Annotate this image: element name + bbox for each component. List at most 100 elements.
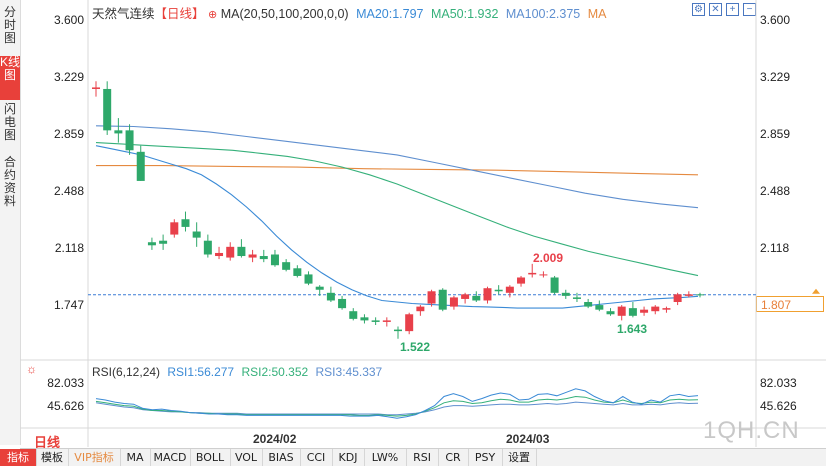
price-left-0: 3.600 [53,13,84,27]
candle-body [326,292,335,301]
date-label-feb: 2024/02 [253,432,297,446]
rsi2-value: RSI2:50.352 [241,365,309,379]
candle-body [640,309,649,313]
rsi-header: RSI(6,12,24) RSI1:56.277 RSI2:50.352 RSI… [92,365,382,379]
candle-body [684,294,693,296]
candle-body [315,286,324,290]
candle-body [449,297,458,307]
close-icon[interactable]: ✕ [709,3,722,16]
price-right-1: 3.229 [760,70,791,84]
candle-body [505,286,514,293]
low-annotation-1: 1.522 [400,340,431,354]
tab-macd[interactable]: MACD [150,449,191,466]
side-tab-bar: 分时图 K线图 闪电图 合约资料 [0,0,21,445]
candle-body [203,240,212,255]
candle-body [438,289,447,310]
rsi-left-mid: 45.626 [47,399,84,413]
candle-body [561,292,570,296]
rsi-label[interactable]: RSI(6,12,24) [92,365,161,379]
high-annotation: 2.009 [533,251,564,265]
candle-body [405,314,414,332]
candle-body [595,305,604,310]
candle-body [103,88,112,131]
tab-template[interactable]: 模板 [36,449,69,466]
low-annotation-2: 1.643 [617,322,648,336]
candle-body [528,272,537,275]
candle-body [360,317,369,321]
candle-body [394,329,402,332]
settings-icon[interactable]: ⚙ [692,3,705,16]
tab-ma[interactable]: MA [120,449,151,466]
rsi2-line [95,395,699,417]
instrument-name: 天然气连续 [92,7,155,21]
candle-body [472,295,481,301]
ma100-value: MA100:2.375 [505,7,581,21]
tab-boll[interactable]: BOLL [190,449,231,466]
rsi-left-top: 82.033 [47,376,84,390]
candle-body [338,298,347,309]
candle-body [125,130,134,151]
tab-rsi[interactable]: RSI [406,449,439,466]
candle-body [92,87,100,89]
price-arrow-icon [812,288,820,294]
candle-body [237,246,246,257]
ma50-value: MA50:1.932 [430,7,499,21]
price-right-4: 2.118 [760,241,790,255]
candle-body [114,130,123,134]
tab-kdj[interactable]: KDJ [332,449,365,466]
rsi1-value: RSI1:56.277 [167,365,235,379]
tab-vip-indicators[interactable]: VIP指标 [68,449,121,466]
indicator-tab-bar: 指标 模板 VIP指标 MA MACD BOLL VOL BIAS CCI KD… [0,448,826,466]
candle-body [282,262,291,270]
candle-body [349,311,358,319]
period-badge[interactable]: 日线 [34,435,61,450]
current-price-tag: 1.807 [756,296,824,312]
candle-body [517,277,526,284]
ma20-value: MA20:1.797 [356,7,424,21]
candle-body [371,320,380,322]
candle-body [606,311,615,315]
tab-settings[interactable]: 设置 [502,449,537,466]
watermark-logo: 1QH.CN [703,417,800,444]
candle-body [584,302,593,307]
price-left-5: 1.747 [53,298,84,312]
tab-contract-info[interactable]: 合约资料 [3,155,16,208]
tab-lw[interactable]: LW% [364,449,407,466]
tab-indicators[interactable]: 指标 [0,449,37,466]
candle-body [662,308,671,310]
tab-bias[interactable]: BIAS [262,449,301,466]
candle-body [192,231,201,238]
tab-vol[interactable]: VOL [230,449,263,466]
candle-body [673,294,682,303]
rsi-lines [95,388,699,419]
candle-body [226,246,235,258]
ma-params[interactable]: MA(20,50,100,200,0,0) [220,7,349,21]
tab-psy[interactable]: PSY [468,449,503,466]
price-right-2: 2.859 [760,127,791,141]
tab-cr[interactable]: CR [438,449,469,466]
tab-flash-chart[interactable]: 闪电图 [3,102,16,142]
price-left-3: 2.488 [53,184,84,198]
candle-body [147,242,156,246]
candle-body [259,256,268,260]
period-label[interactable]: 【日线】 [154,7,205,21]
chart-header: 天然气连续【日线】 ⊕ MA(20,50,100,200,0,0) MA20:1… [92,3,606,22]
candle-body [416,306,425,312]
target-icon[interactable]: ⊕ [208,9,218,21]
plus-icon[interactable]: + [726,3,739,16]
candle-body [215,252,224,257]
tab-kline[interactable]: K线图 [0,56,20,100]
price-right-3: 2.488 [760,184,791,198]
candle-body [494,289,503,292]
candle-body [539,274,548,276]
tab-cci[interactable]: CCI [300,449,333,466]
price-left-1: 3.229 [53,70,84,84]
price-right-0: 3.600 [760,13,791,27]
tab-timeshare[interactable]: 分时图 [3,5,16,45]
rsi3-value: RSI3:45.337 [315,365,383,379]
rsi1-line [95,388,699,419]
moving-averages [95,125,699,309]
rsi-icon[interactable]: ☼ [26,362,37,376]
rsi-right-top: 82.033 [760,376,797,390]
